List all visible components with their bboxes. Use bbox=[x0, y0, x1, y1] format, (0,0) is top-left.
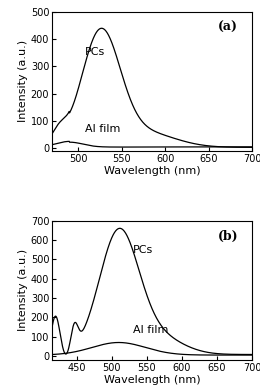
Text: Al film: Al film bbox=[133, 325, 168, 335]
Text: PCs: PCs bbox=[133, 245, 153, 255]
Y-axis label: Intensity (a.u.): Intensity (a.u.) bbox=[18, 249, 28, 331]
Text: Al film: Al film bbox=[85, 124, 120, 134]
Text: (a): (a) bbox=[218, 21, 238, 34]
Text: (b): (b) bbox=[218, 230, 238, 243]
Y-axis label: Intensity (a.u.): Intensity (a.u.) bbox=[18, 40, 28, 122]
X-axis label: Wavelength (nm): Wavelength (nm) bbox=[104, 166, 200, 176]
Text: PCs: PCs bbox=[85, 47, 105, 57]
X-axis label: Wavelength (nm): Wavelength (nm) bbox=[104, 375, 200, 385]
